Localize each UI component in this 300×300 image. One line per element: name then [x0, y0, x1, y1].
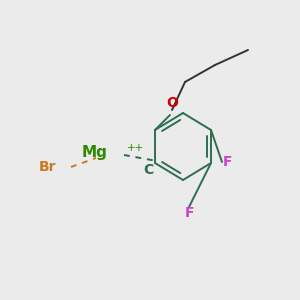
Text: Mg: Mg [82, 145, 108, 160]
Text: O: O [166, 96, 178, 110]
Text: Br: Br [38, 160, 56, 174]
Text: ++: ++ [127, 143, 144, 153]
Text: F: F [223, 155, 233, 169]
Text: C: C [143, 163, 153, 177]
Text: F: F [184, 206, 194, 220]
